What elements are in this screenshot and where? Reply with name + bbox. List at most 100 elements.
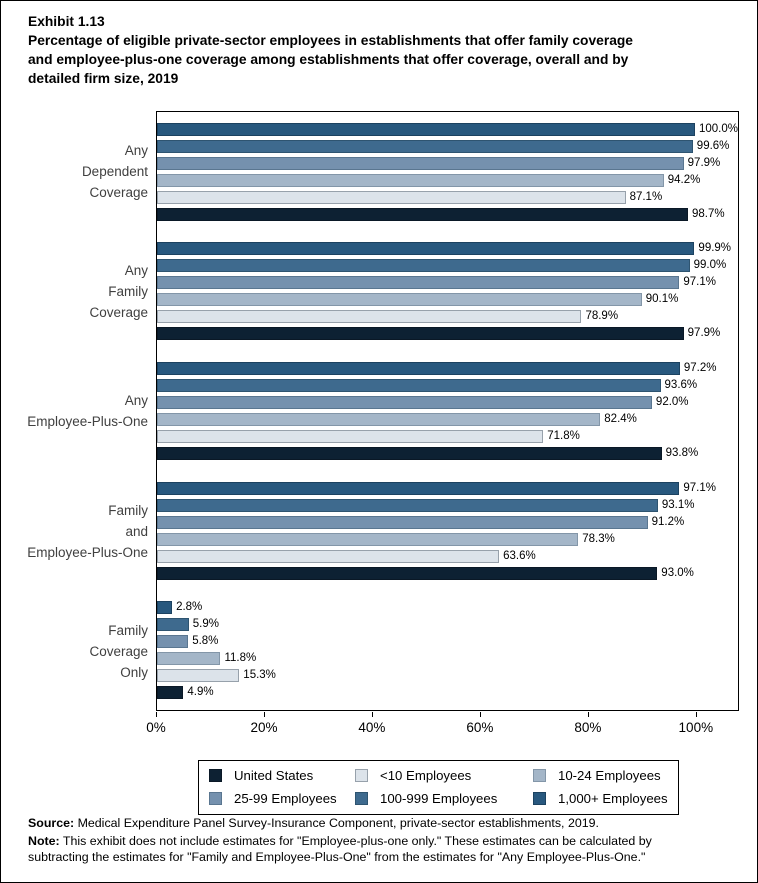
x-axis: 0% 20% 40% 60% 80% 100% bbox=[146, 712, 739, 746]
bar-value-label: 11.8% bbox=[224, 652, 257, 665]
category-label: Any Family Coverage bbox=[89, 262, 148, 320]
category-labels-column: Any Dependent Coverage Any Family Coverag… bbox=[1, 111, 156, 711]
bar-row: 99.0% bbox=[157, 259, 738, 273]
bar bbox=[157, 310, 582, 324]
bar-value-label: 78.3% bbox=[582, 532, 615, 545]
legend-swatch bbox=[355, 792, 368, 805]
legend: United States <10 Employees 10-24 Employee… bbox=[198, 760, 679, 815]
bar-value-label: 5.9% bbox=[192, 618, 219, 631]
bar-row: 99.6% bbox=[157, 139, 738, 153]
bar bbox=[157, 378, 661, 392]
x-axis-tick-mark bbox=[479, 712, 481, 717]
legend-item: <10 Employees bbox=[355, 766, 533, 785]
x-axis-tick-label: 80% bbox=[574, 720, 602, 735]
bar-row: 94.2% bbox=[157, 173, 738, 187]
x-axis-tick-label: 40% bbox=[358, 720, 386, 735]
category-label-cell: Family Coverage Only bbox=[1, 591, 156, 711]
bar-value-label: 93.0% bbox=[661, 566, 694, 579]
bar-row: 91.2% bbox=[157, 515, 738, 529]
bar-value-label: 15.3% bbox=[243, 669, 276, 682]
bar bbox=[157, 242, 695, 256]
bar-value-label: 97.1% bbox=[683, 276, 716, 289]
x-axis-tick-mark bbox=[695, 712, 697, 717]
bar bbox=[157, 652, 221, 666]
legend-item: United States bbox=[209, 766, 355, 785]
bar bbox=[157, 259, 690, 273]
legend-swatch bbox=[355, 769, 368, 782]
bar-row: 82.4% bbox=[157, 412, 738, 426]
category-label-cell: Family and Employee-Plus-One bbox=[1, 471, 156, 591]
bar-value-label: 97.2% bbox=[683, 361, 717, 374]
chart-title: Percentage of eligible private-sector em… bbox=[28, 33, 633, 86]
bar bbox=[157, 532, 579, 546]
footer: Source: Medical Expenditure Panel Survey… bbox=[28, 815, 746, 866]
x-axis-tick-mark bbox=[156, 712, 157, 717]
bar-row: 15.3% bbox=[157, 669, 738, 683]
bar-row: 5.9% bbox=[157, 618, 738, 632]
plot-area: 100.0% 99.6% 97.9% 94.2% 87.1% 98.7% 99.9% 99.0… bbox=[156, 111, 739, 711]
legend-label: <10 Employees bbox=[380, 768, 472, 783]
bar-value-label: 78.9% bbox=[585, 310, 619, 323]
bar-row: 87.1% bbox=[157, 190, 738, 204]
x-axis-tick-mark bbox=[587, 712, 589, 717]
bar-group: 97.1% 93.1% 91.2% 78.3% 63.6% 93.0% bbox=[157, 471, 738, 591]
bar-row: 78.9% bbox=[157, 310, 738, 324]
bar bbox=[157, 566, 658, 580]
category-label-cell: Any Employee-Plus-One bbox=[1, 351, 156, 471]
x-axis-tick-label: 60% bbox=[466, 720, 494, 735]
bar bbox=[157, 139, 693, 153]
bar-row: 90.1% bbox=[157, 293, 738, 307]
title-block: Exhibit 1.13 Percentage of eligible priv… bbox=[28, 12, 744, 88]
legend-label: 1,000+ Employees bbox=[558, 791, 668, 806]
bar bbox=[157, 190, 626, 204]
bar-value-label: 97.9% bbox=[687, 156, 721, 169]
bar bbox=[157, 515, 648, 529]
legend-item: 25-99 Employees bbox=[209, 789, 355, 808]
bar-value-label: 71.8% bbox=[547, 429, 580, 442]
legend-swatch bbox=[533, 792, 546, 805]
bar-row: 93.1% bbox=[157, 498, 738, 512]
legend-swatch bbox=[209, 769, 222, 782]
bar-value-label: 94.2% bbox=[667, 173, 701, 186]
bar-value-label: 4.9% bbox=[187, 686, 214, 699]
bar bbox=[157, 327, 684, 341]
bar-value-label: 99.0% bbox=[693, 259, 727, 272]
bar-value-label: 97.9% bbox=[687, 327, 721, 340]
bar-row: 78.3% bbox=[157, 532, 738, 546]
bar-row: 4.9% bbox=[157, 686, 738, 700]
x-axis-tick-label: 20% bbox=[250, 720, 278, 735]
bar bbox=[157, 156, 684, 170]
bar-row: 2.8% bbox=[157, 601, 738, 615]
bar-row: 99.9% bbox=[157, 242, 738, 256]
source-text: Medical Expenditure Panel Survey-Insuran… bbox=[74, 816, 599, 830]
bar-row: 71.8% bbox=[157, 429, 738, 443]
legend-item: 10-24 Employees bbox=[533, 766, 668, 785]
bar bbox=[157, 276, 680, 290]
bar bbox=[157, 549, 500, 563]
x-axis-tick-mark bbox=[263, 712, 265, 717]
bar-row: 63.6% bbox=[157, 549, 738, 563]
bar bbox=[157, 618, 189, 632]
legend-label: 25-99 Employees bbox=[234, 791, 337, 806]
note-line: Note: This exhibit does not include esti… bbox=[28, 833, 746, 866]
category-label-cell: Any Family Coverage bbox=[1, 231, 156, 351]
bar-value-label: 93.8% bbox=[665, 446, 699, 459]
bar-value-label: 91.2% bbox=[651, 515, 685, 528]
category-label: Family and Employee-Plus-One bbox=[27, 502, 148, 560]
bar bbox=[157, 412, 601, 426]
legend-swatch bbox=[209, 792, 222, 805]
bar-row: 97.2% bbox=[157, 361, 738, 375]
bar-row: 97.1% bbox=[157, 481, 738, 495]
bar-value-label: 63.6% bbox=[503, 549, 536, 562]
category-label: Family Coverage Only bbox=[89, 622, 148, 680]
bar-row: 97.9% bbox=[157, 156, 738, 170]
bar bbox=[157, 601, 173, 615]
bar-value-label: 87.1% bbox=[629, 190, 663, 203]
legend-label: United States bbox=[234, 768, 314, 783]
bar-value-label: 2.8% bbox=[176, 601, 203, 614]
source-label: Source: bbox=[28, 816, 75, 830]
bar-value-label: 90.1% bbox=[645, 293, 679, 306]
bar-value-label: 5.8% bbox=[192, 635, 219, 648]
bar-value-label: 98.7% bbox=[691, 207, 725, 220]
